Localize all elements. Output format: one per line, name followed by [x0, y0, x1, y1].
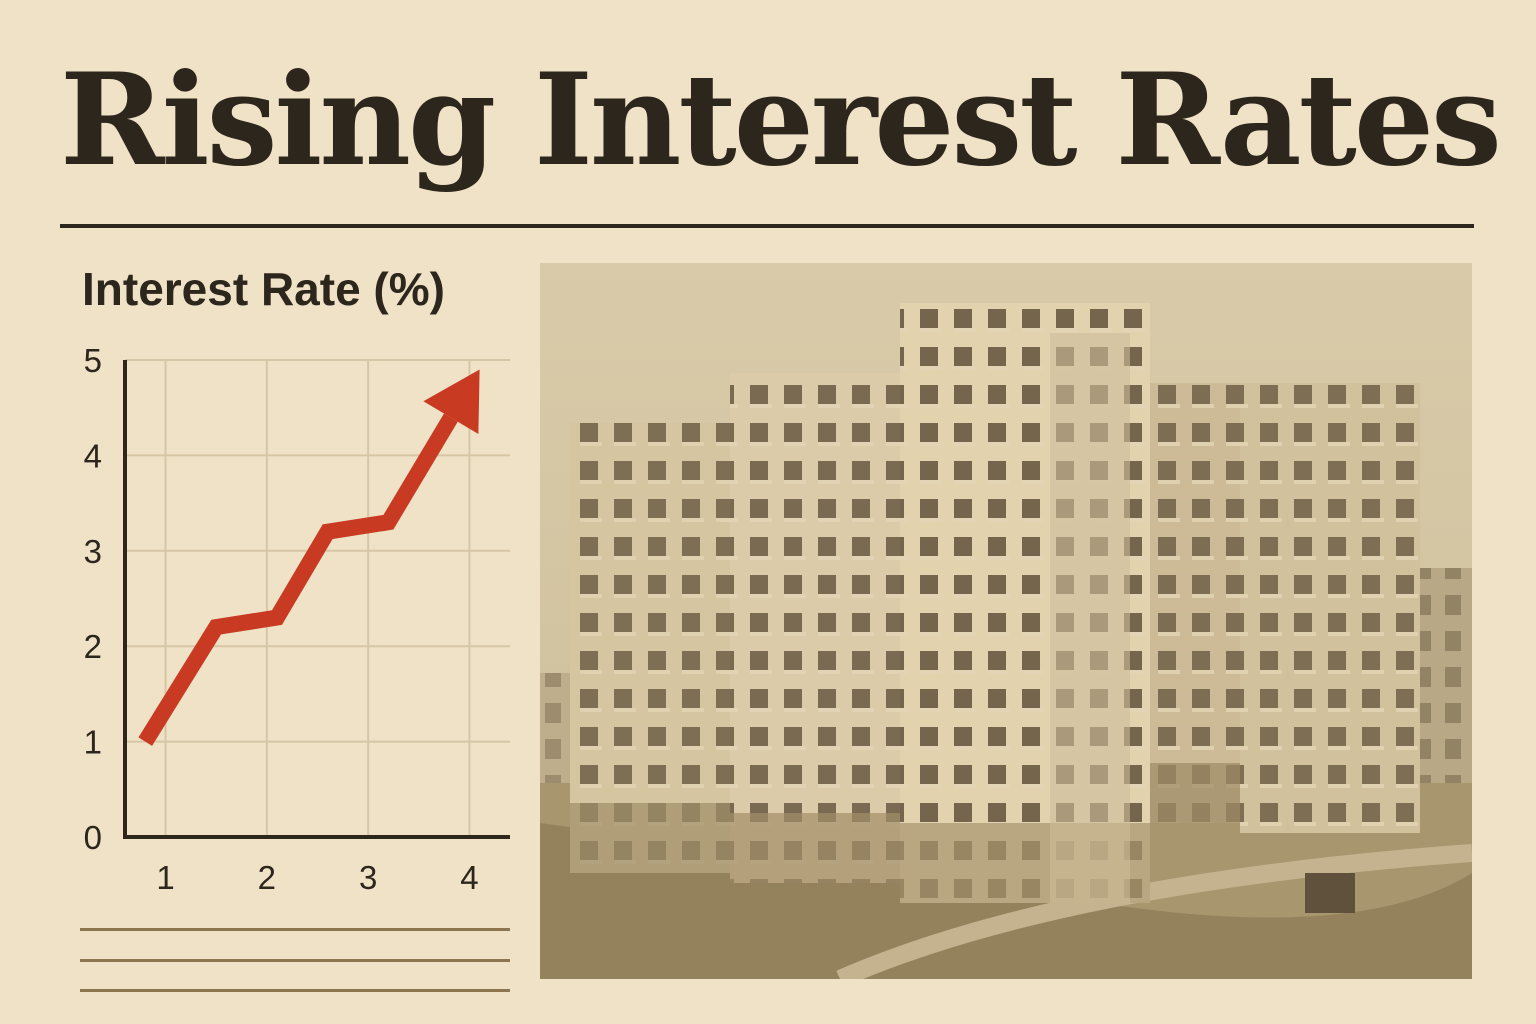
series-arrowhead-0: [423, 369, 480, 435]
y-tick-0: 0: [84, 819, 102, 856]
y-tick-1: 1: [84, 724, 102, 761]
y-tick-5: 5: [84, 342, 102, 379]
chart-title: Interest Rate (%): [82, 263, 445, 315]
headline: Rising Interest Rates: [60, 46, 1502, 194]
apartment-buildings-photo: [540, 263, 1472, 979]
decorative-rule-2: [80, 959, 510, 962]
y-tick-3: 3: [84, 533, 102, 570]
x-tick-3: 3: [359, 859, 377, 896]
x-tick-1: 1: [156, 859, 174, 896]
decorative-rule-3: [80, 989, 510, 992]
interest-rate-chart: 0 1 2 3 4 5 1 2 3 4: [84, 342, 510, 896]
headline-rule: [60, 224, 1474, 228]
decorative-rule-1: [80, 928, 510, 931]
series-line-0: [138, 413, 458, 746]
x-tick-2: 2: [258, 859, 276, 896]
x-tick-4: 4: [460, 859, 478, 896]
y-tick-4: 4: [84, 437, 102, 474]
y-tick-2: 2: [84, 628, 102, 665]
